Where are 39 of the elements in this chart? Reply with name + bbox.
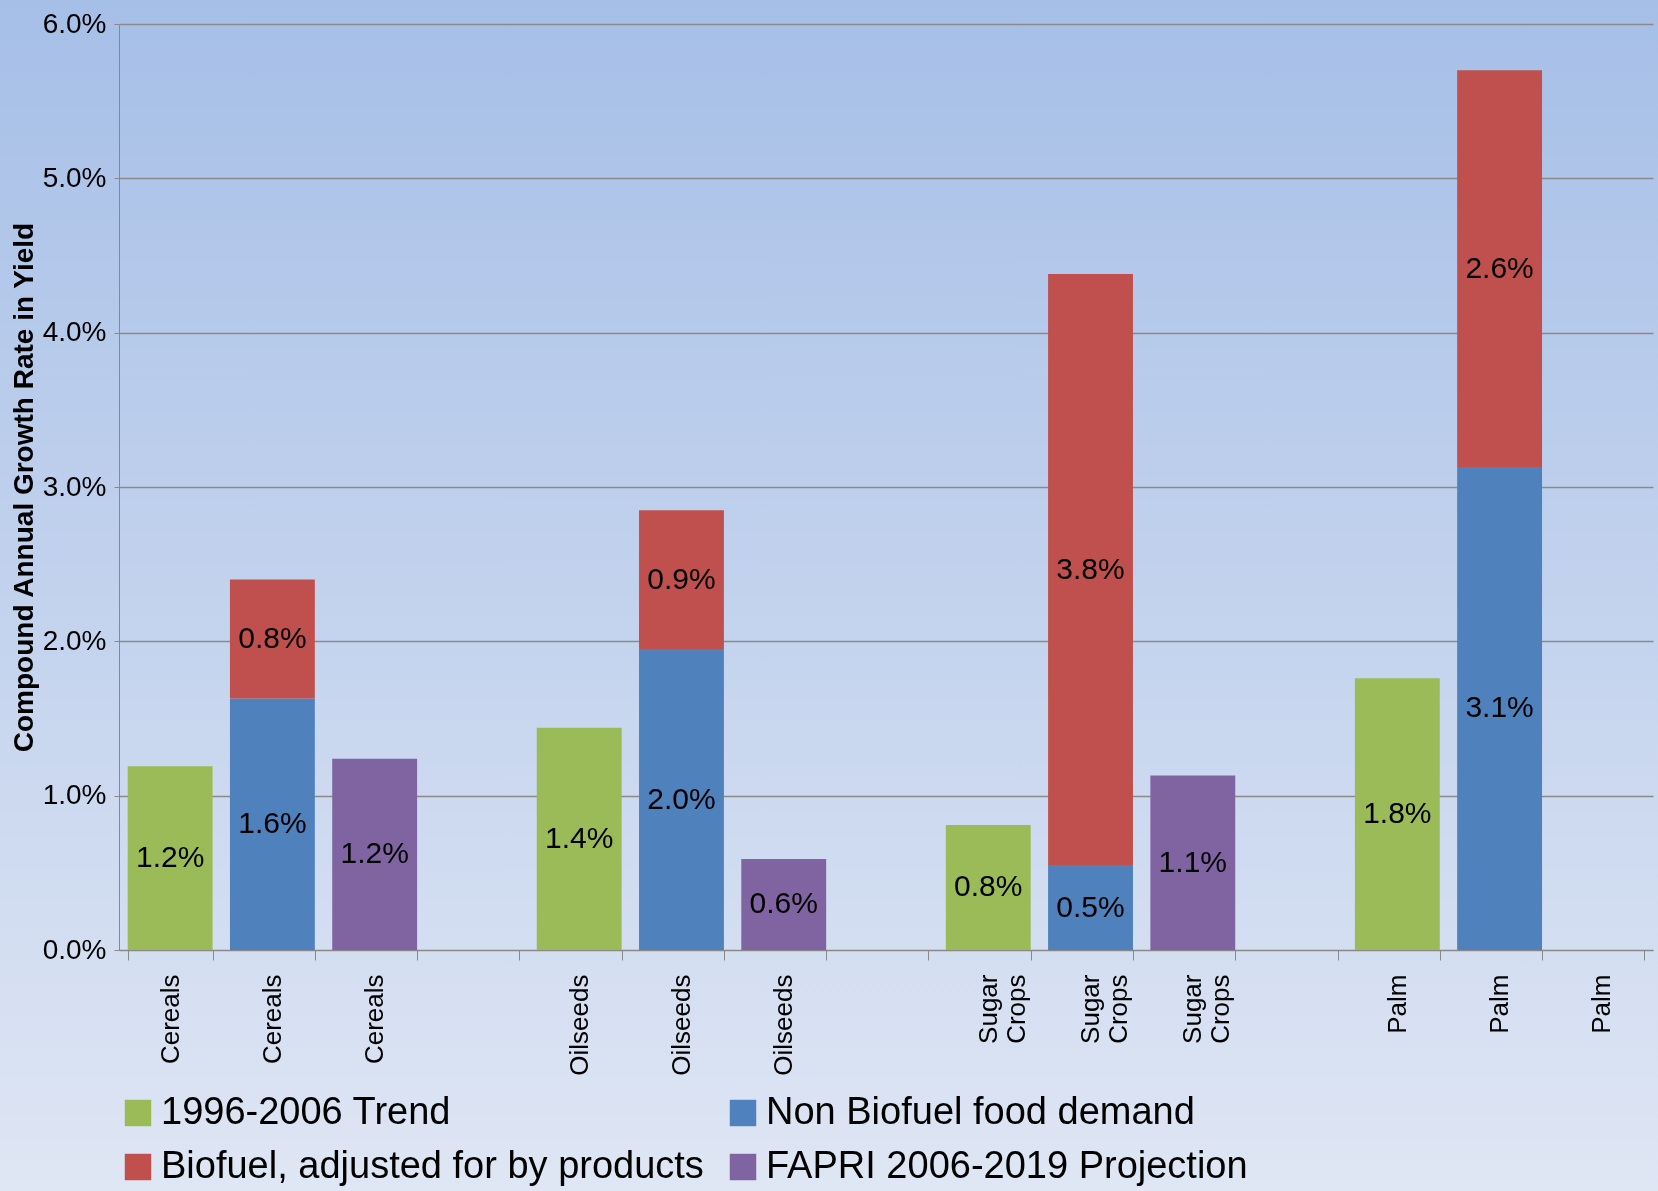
y-tick-label: 0.0% [42, 933, 107, 965]
data-label: 1.1% [1158, 844, 1227, 878]
x-tick-label: Cereals [256, 974, 287, 1065]
y-tick-label: 3.0% [42, 470, 107, 502]
y-tick-label: 1.0% [42, 779, 107, 811]
x-tick-label: Sugar Crops [1177, 974, 1236, 1044]
data-label: 0.8% [954, 869, 1023, 903]
data-label: 1.2% [135, 840, 205, 874]
data-label: 1.8% [1363, 796, 1432, 830]
x-tick-label: Oilseeds [768, 974, 799, 1076]
data-label: 3.8% [1056, 551, 1125, 585]
data-label: 0.6% [749, 886, 818, 920]
x-tick-label: Cereals [154, 974, 185, 1065]
legend-label: Non Biofuel food demand [766, 1090, 1195, 1132]
y-axis-title: Compound Annual Growth Rate in Yield [7, 222, 39, 753]
y-tick-label: 4.0% [42, 316, 107, 348]
y-tick-label: 2.0% [42, 624, 107, 656]
data-label: 0.9% [647, 561, 716, 595]
x-tick-label: Palm [1586, 974, 1617, 1034]
x-tick-label: Sugar Crops [1075, 974, 1134, 1044]
legend-label: 1996-2006 Trend [161, 1090, 451, 1132]
data-label: 0.5% [1056, 889, 1125, 923]
y-tick-label: 5.0% [42, 161, 107, 193]
x-tick-label: Oilseeds [563, 974, 594, 1076]
y-tick-label: 6.0% [42, 7, 107, 39]
x-tick-label: Cereals [359, 974, 390, 1065]
data-label: 0.8% [238, 621, 307, 655]
x-tick-label: Palm [1484, 974, 1515, 1034]
legend-label: FAPRI 2006-2019 Projection [766, 1144, 1248, 1186]
data-label: 3.1% [1465, 690, 1534, 724]
data-label: 1.4% [545, 820, 614, 854]
x-tick-label: Sugar Crops [972, 974, 1031, 1044]
data-label: 1.2% [340, 836, 409, 870]
x-tick-label: Palm [1381, 974, 1412, 1034]
x-tick-label: Oilseeds [665, 974, 696, 1076]
data-label: 1.6% [238, 806, 307, 840]
legend-label: Biofuel, adjusted for by products [161, 1144, 704, 1186]
data-label: 2.0% [647, 781, 716, 815]
data-label: 2.6% [1465, 250, 1534, 284]
